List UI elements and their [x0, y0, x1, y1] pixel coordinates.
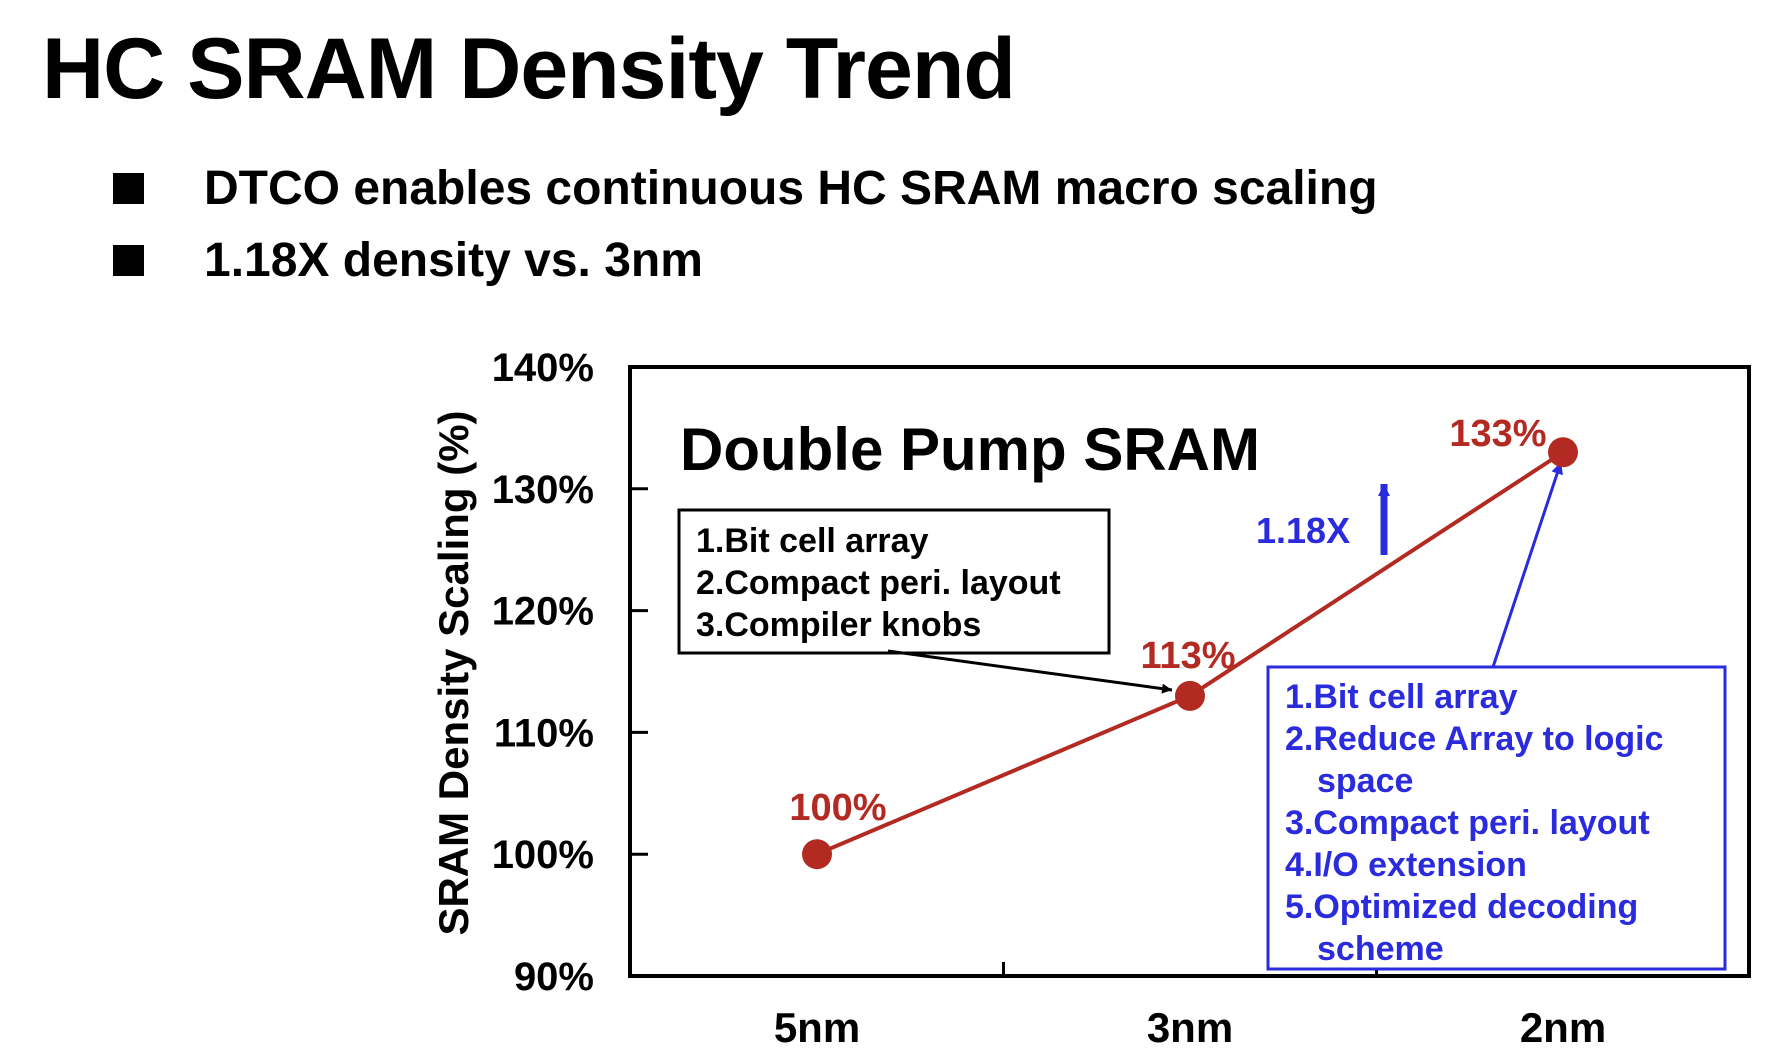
plot-area-frame: [628, 365, 1751, 978]
bullet-item: DTCO enables continuous HC SRAM macro sc…: [113, 152, 1378, 224]
bullet-item: 1.18X density vs. 3nm: [113, 224, 1378, 296]
y-tick-label: 100%: [492, 833, 594, 877]
callout-arrow-2nm: [1491, 461, 1563, 668]
y-tick-label: 120%: [492, 590, 594, 634]
annotation-box-3nm: 1.Bit cell array 2.Compact peri. layout …: [677, 508, 1111, 655]
annotation-line: 3.Compiler knobs: [696, 606, 981, 644]
chart-title: Double Pump SRAM: [680, 416, 1260, 483]
annotation-line: 2.Reduce Array to logic: [1285, 720, 1664, 758]
data-point: [1175, 680, 1205, 711]
y-tick-label: 130%: [492, 468, 594, 512]
annotation-line: 1.Bit cell array: [696, 522, 929, 560]
data-point: [1548, 437, 1578, 468]
data-label: 133%: [1449, 413, 1546, 455]
annotation-box-2nm: 1.Bit cell array 2.Reduce Array to logic…: [1266, 665, 1727, 971]
square-bullet-icon: [113, 244, 144, 276]
annotation-line: 3.Compact peri. layout: [1285, 804, 1650, 842]
annotation-line: scheme: [1317, 930, 1444, 968]
y-tick-label: 110%: [494, 711, 594, 755]
x-tick-label: 2nm: [1520, 1004, 1606, 1051]
data-label: 100%: [789, 787, 886, 829]
y-axis-label: SRAM Density Scaling (%): [430, 410, 477, 935]
bullet-text: 1.18X density vs. 3nm: [204, 233, 703, 287]
data-point: [802, 839, 832, 870]
y-tick-label: 90%: [514, 955, 594, 999]
x-tick-label: 5nm: [774, 1004, 860, 1051]
annotation-line: 4.I/O extension: [1285, 846, 1527, 884]
square-bullet-icon: [113, 172, 144, 204]
bullet-text: DTCO enables continuous HC SRAM macro sc…: [204, 161, 1378, 215]
bullet-list: DTCO enables continuous HC SRAM macro sc…: [113, 152, 1378, 296]
data-label: 113%: [1140, 635, 1235, 677]
annotation-line: 2.Compact peri. layout: [696, 564, 1061, 602]
annotation-line: space: [1317, 762, 1413, 800]
x-tick-label: 3nm: [1147, 1004, 1233, 1051]
ratio-label: 1.18X: [1256, 510, 1350, 551]
annotation-line: 1.Bit cell array: [1285, 678, 1518, 716]
slide-title: HC SRAM Density Trend: [42, 21, 1016, 117]
y-tick-label: 140%: [492, 346, 594, 390]
annotation-line: 5.Optimized decoding: [1285, 888, 1638, 926]
callout-arrow-3nm: [887, 649, 1173, 694]
